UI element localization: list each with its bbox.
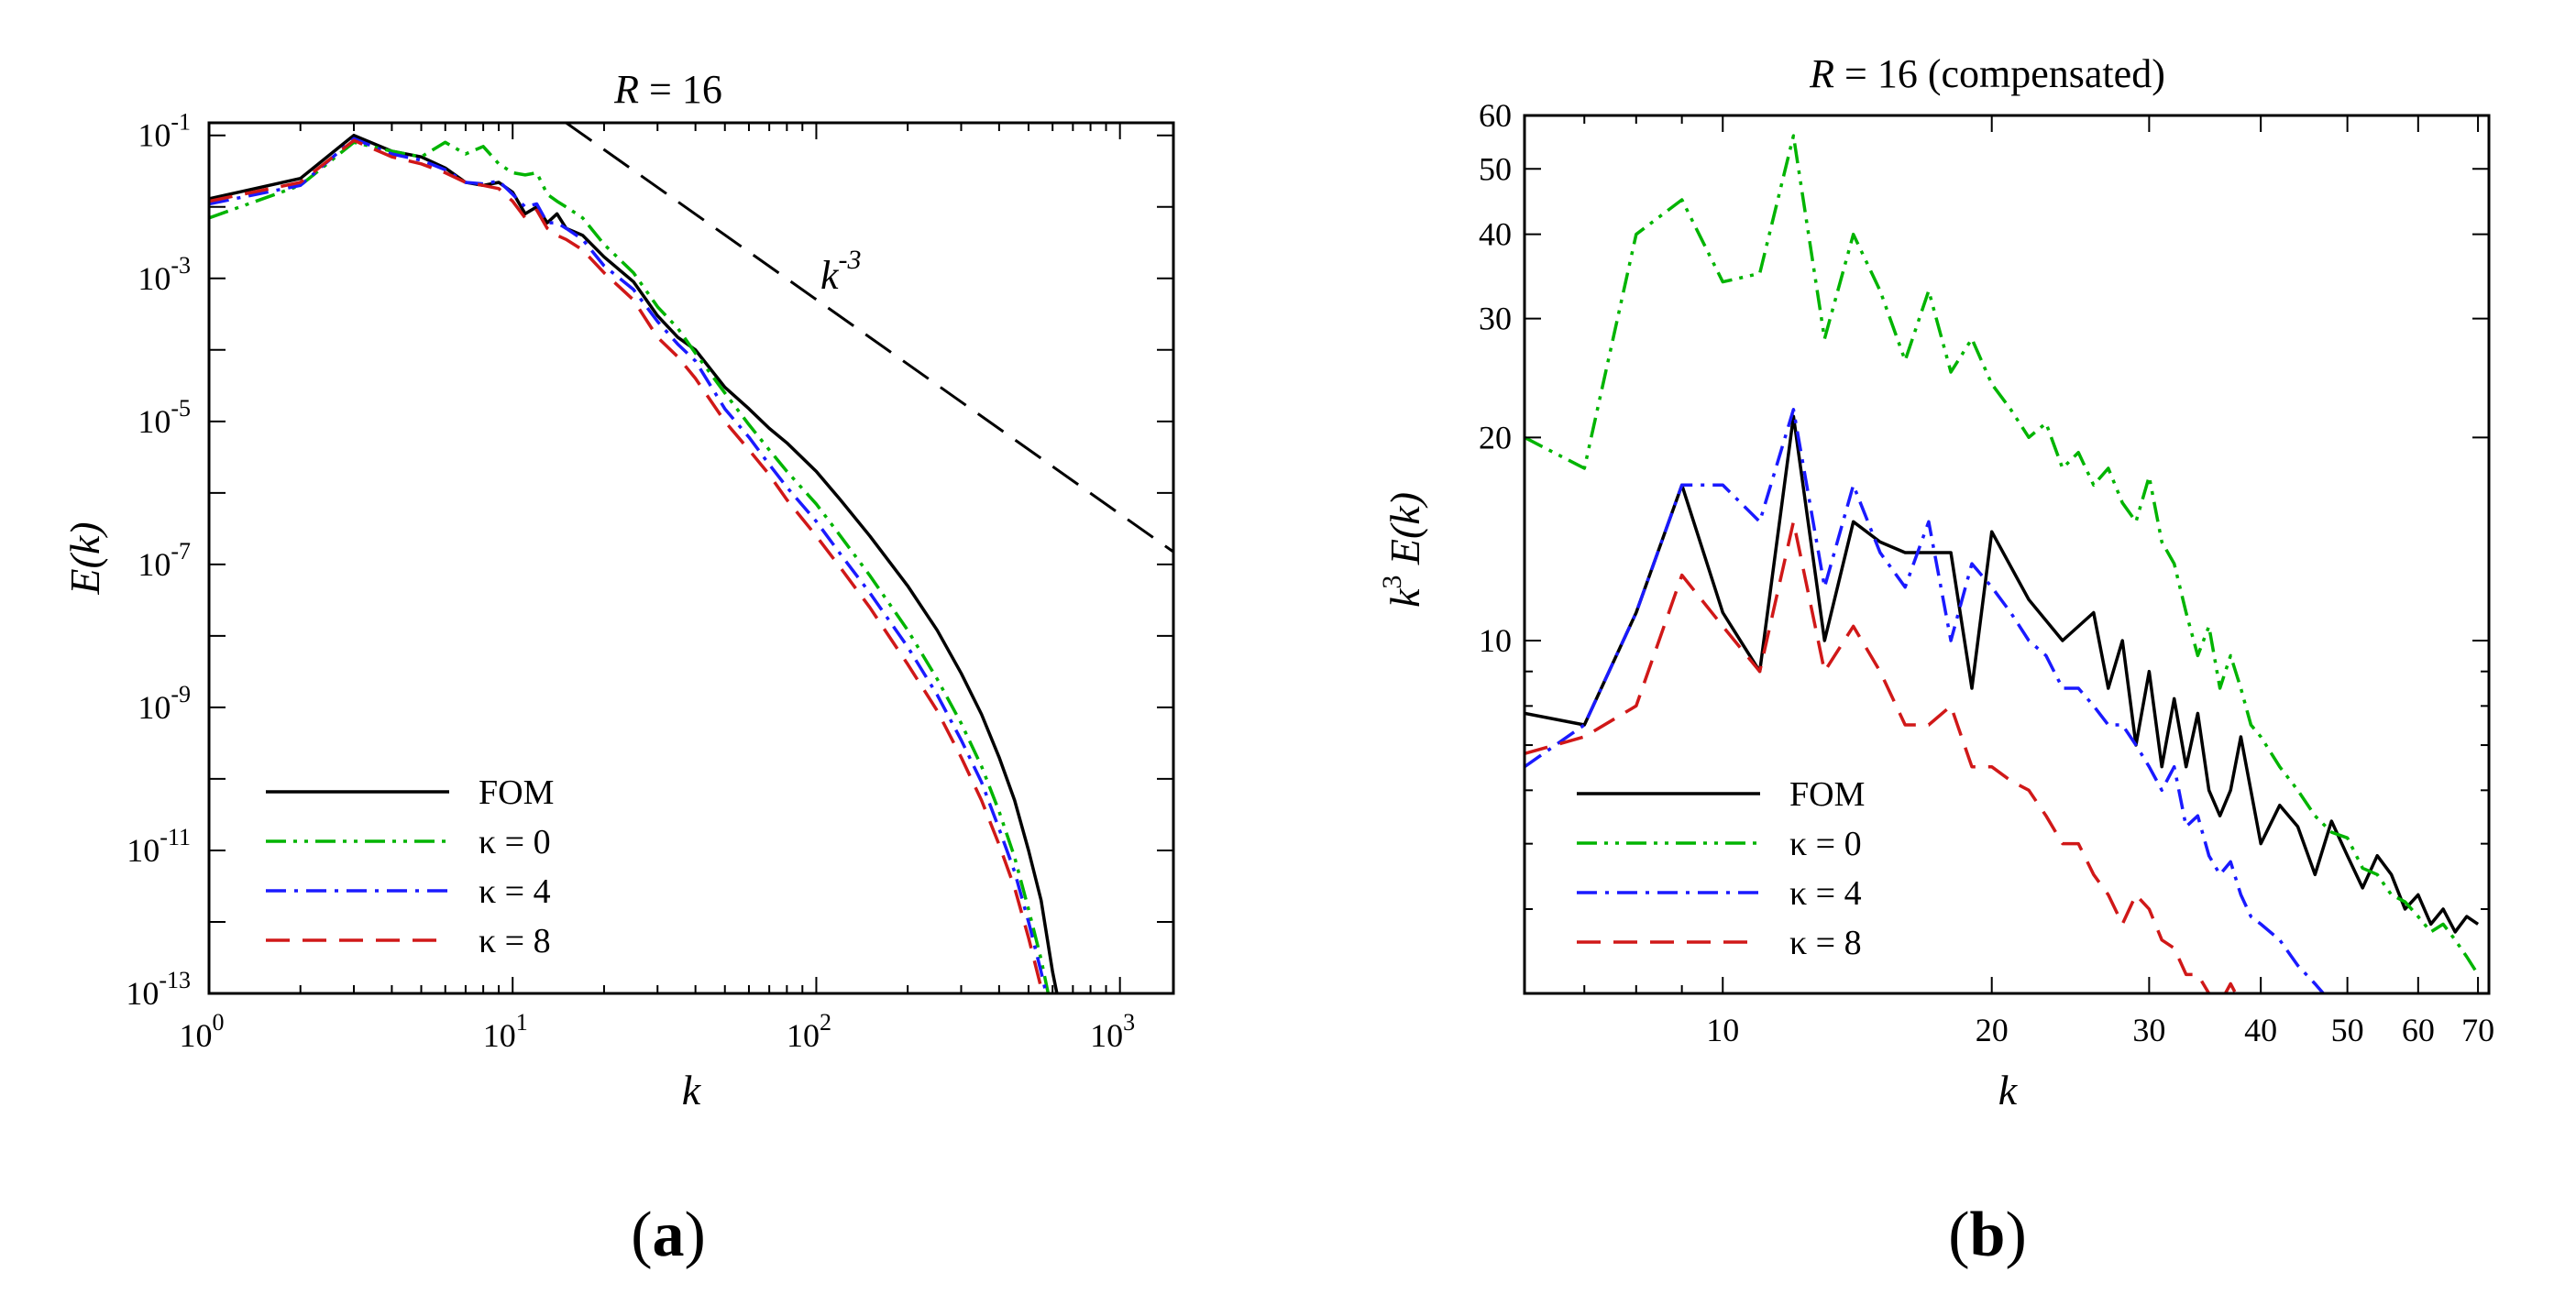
panel-a-legend-label-fom: FOM (479, 773, 554, 812)
panel-b-legend-label-kappa-4: κ = 4 (1789, 874, 1862, 913)
panel-a-y-tick-label: 10-5 (138, 395, 191, 440)
y-label-exp: 3 (1377, 576, 1407, 589)
panel-a-x-tick-label: 101 (483, 1009, 528, 1054)
panel-b-legend: FOM κ = 0 κ = 4 κ = 8 (1577, 775, 1865, 962)
panel-b-x-tick-label: 40 (2244, 1012, 2277, 1048)
panel-b-label: (b) (1948, 1200, 2027, 1270)
annotation-base: k (820, 253, 840, 298)
panel-b-series-kappa-4 (1525, 408, 2325, 993)
panel-b-legend-label-fom: FOM (1789, 775, 1865, 814)
panel-b-x-tick-label: 20 (1976, 1012, 2009, 1048)
y-label-rest: E(k) (1382, 492, 1428, 576)
panel-a-y-tick-label: 10-3 (138, 252, 191, 297)
panel-b-x-label: k (1998, 1067, 2019, 1113)
panel-b-series-kappa-8 (1525, 520, 2238, 993)
panel-b-x-tick-label: 70 (2461, 1012, 2494, 1048)
panel-a-series-fom (209, 133, 1059, 993)
panel-b-y-tick-label: 20 (1479, 419, 1512, 455)
panel-a-legend-label-kappa-4: κ = 4 (479, 872, 551, 911)
panel-b-y-label: k3 E(k) (1377, 492, 1428, 608)
panel-a-ticks: 100 101 102 103 10-1 10-3 10-5 10-7 10-9 10-11 10-… (126, 109, 1173, 1054)
panel-b-x-tick-label: 50 (2331, 1012, 2364, 1048)
panel-a-legend-label-kappa-8: κ = 8 (479, 922, 551, 960)
panel-a-y-tick-label: 10-1 (138, 109, 191, 154)
panel-b-legend-label-kappa-8: κ = 8 (1789, 924, 1862, 962)
panel-b-y-tick-label: 60 (1479, 97, 1512, 134)
k-minus-3-annotation: k-3 (820, 245, 862, 298)
panel-a-series-kappa-8 (209, 138, 1044, 993)
panel-a-y-tick-label: 10-9 (138, 681, 191, 726)
panel-a-legend-label-kappa-0: κ = 0 (479, 823, 551, 861)
panel-b-y-tick-label: 50 (1479, 150, 1512, 187)
panel-b-y-tick-label: 40 (1479, 216, 1512, 253)
panel-a-x-tick-label: 103 (1090, 1009, 1135, 1054)
panel-a-x-label: k (682, 1067, 702, 1113)
panel-a-series-kappa-0 (209, 140, 1051, 993)
panel-b-x-tick-label: 30 (2132, 1012, 2165, 1048)
panel-a-y-tick-label: 10-11 (127, 824, 191, 869)
panel-b: R = 16 (compensated) 10 20 30 40 50 60 70 60 50 4… (1377, 51, 2494, 1270)
panel-a-frame (207, 121, 1175, 995)
panel-b-x-tick-label: 60 (2402, 1012, 2435, 1048)
panel-a-y-label: E(k) (61, 521, 108, 595)
panel-a-title: R = 16 (613, 67, 722, 112)
panel-b-plot-area (1525, 134, 2480, 993)
panel-a-series-kappa-4 (209, 137, 1048, 993)
panel-a-legend: FOM κ = 0 κ = 4 κ = 8 (266, 773, 554, 960)
panel-b-series-kappa-0 (1525, 134, 2480, 976)
panel-b-title: R = 16 (compensated) (1809, 51, 2165, 96)
panel-a-x-tick-label: 100 (180, 1009, 225, 1054)
panel-a-x-tick-label: 102 (787, 1009, 831, 1054)
panel-a-y-tick-label: 10-13 (126, 967, 191, 1012)
panel-a: R = 16 100 101 102 10310-110-310-510-710-91… (61, 67, 1175, 1270)
panel-a-plot-area (209, 123, 1173, 993)
annotation-exp: -3 (839, 245, 862, 275)
panel-b-x-tick-label: 10 (1706, 1012, 1739, 1048)
panel-b-y-tick-label: 10 (1479, 622, 1512, 659)
panel-b-series-fom (1525, 414, 2480, 934)
panel-a-y-tick-label: 10-7 (138, 538, 191, 583)
panel-b-y-tick-label: 30 (1479, 301, 1512, 337)
y-label-base: k (1382, 587, 1428, 608)
panel-b-frame (1523, 114, 2491, 995)
panel-a-label: (a) (631, 1200, 706, 1270)
k-minus-3-reference-line (565, 123, 1173, 554)
panel-b-legend-label-kappa-0: κ = 0 (1789, 825, 1862, 863)
panel-b-ticks: 10 20 30 40 50 60 70 60 50 40 30 20 10 (1479, 97, 2494, 1048)
